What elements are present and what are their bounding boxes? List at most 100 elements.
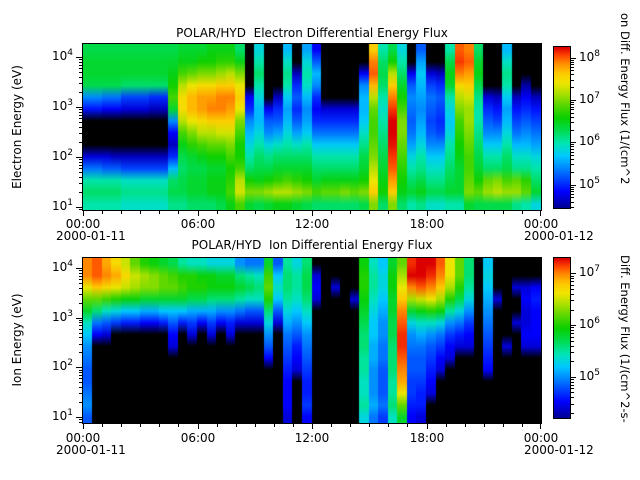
energy-axis-tick [79,325,82,326]
energy-axis-tick [76,268,82,269]
colorbar-tick-label: 105 [579,368,601,383]
energy-axis-tick [79,322,82,323]
colorbar-tick [571,341,574,342]
ion-plot-title: POLAR/HYD Ion Differential Energy Flux [191,238,433,252]
time-axis-tick [407,424,408,427]
energy-axis-tick [79,276,82,277]
ion-spectrogram-canvas [83,258,541,423]
energy-axis-tick [79,387,82,388]
energy-axis-tick [79,112,82,113]
time-axis-tick [522,424,523,427]
energy-axis-tick [76,417,82,418]
energy-axis-tick [79,62,82,63]
time-axis-tick [465,211,466,214]
time-axis-tick-label: 00:00 [523,217,559,231]
energy-axis-tick [79,65,82,66]
colorbar-tick [571,67,574,68]
energy-axis-tick [79,375,82,376]
time-axis-tick-label: 00:00 [523,431,559,445]
colorbar-tick [571,352,574,353]
energy-axis-tick [79,393,82,394]
energy-axis-tick [79,270,82,271]
energy-axis-tick [79,72,82,73]
ion-end-date-label: 2000-01-12 [524,443,594,457]
ion-colorbar-canvas [554,258,570,418]
energy-axis-tick [79,372,82,373]
colorbar-tick [571,404,574,405]
colorbar-tick [571,185,576,186]
energy-axis-tick [79,329,82,330]
energy-axis-tick [76,107,82,108]
colorbar-tick-label: 108 [579,49,601,64]
energy-axis-tick [79,402,82,403]
colorbar-tick [571,385,574,386]
time-axis-tick [178,211,179,214]
energy-axis-tick [79,177,82,178]
energy-axis-tick [79,303,82,304]
time-axis-tick [102,424,103,427]
colorbar-tick [571,388,574,389]
colorbar-tick [571,109,574,110]
energy-axis-tick-label: 102 [51,358,73,373]
time-axis-tick [102,211,103,214]
time-axis-tick [540,211,541,216]
energy-axis-tick-label: 103 [51,98,73,113]
time-axis-tick [331,424,332,427]
energy-axis-tick [79,159,82,160]
time-axis-tick [522,211,523,214]
colorbar-tick [571,278,574,279]
colorbar-tick [571,104,574,105]
time-axis-tick [388,211,389,214]
energy-axis-tick [79,209,82,210]
time-axis-tick [83,424,84,429]
colorbar-tick [571,164,574,165]
energy-axis-tick [79,172,82,173]
time-axis-tick [312,211,313,216]
time-axis-tick [407,211,408,214]
electron-start-date-label: 2000-01-11 [56,229,126,243]
energy-axis-tick [79,109,82,110]
energy-axis-tick [79,192,82,193]
energy-axis-tick [76,207,82,208]
energy-axis-tick [79,294,82,295]
colorbar-tick [571,70,574,71]
electron-colorbar-canvas [554,47,570,208]
time-axis-tick [255,424,256,427]
energy-axis-tick [79,118,82,119]
time-axis-tick [465,424,466,427]
colorbar-tick [571,152,574,153]
electron-colorbar [553,46,571,209]
energy-axis-tick [79,370,82,371]
energy-axis-tick [79,162,82,163]
energy-axis-tick-label: 102 [51,148,73,163]
energy-axis-tick [79,344,82,345]
colorbar-tick [571,285,574,286]
energy-axis-tick [76,57,82,58]
time-axis-tick [484,424,485,427]
time-axis-tick [369,211,370,214]
colorbar-tick [571,337,574,338]
time-axis-tick-label: 18:00 [409,431,445,445]
ion-yaxis-label: Ion Energy (eV) [10,293,24,387]
energy-axis-tick [79,378,82,379]
colorbar-tick [571,333,574,334]
colorbar-tick [571,310,574,311]
colorbar-tick [571,60,574,61]
electron-end-date-label: 2000-01-12 [524,229,594,243]
energy-axis-tick [79,127,82,128]
energy-axis-tick [76,367,82,368]
colorbar-tick-label: 107 [579,264,601,279]
colorbar-tick [571,300,574,301]
electron-colorbar-label: on Diff. Energy Flux (1/(cm^2 [618,13,632,185]
colorbar-tick [571,80,574,81]
colorbar-tick [571,142,576,143]
ion-colorbar-label: Diff. Energy Flux (1/(cm^2-s- [618,255,632,423]
colorbar-tick [571,289,574,290]
energy-axis-tick [79,83,82,84]
time-axis-tick [236,211,237,214]
colorbar-tick [571,327,574,328]
energy-axis-tick [79,68,82,69]
colorbar-tick [571,207,574,208]
colorbar-tick [571,273,576,274]
colorbar-tick [571,144,574,145]
